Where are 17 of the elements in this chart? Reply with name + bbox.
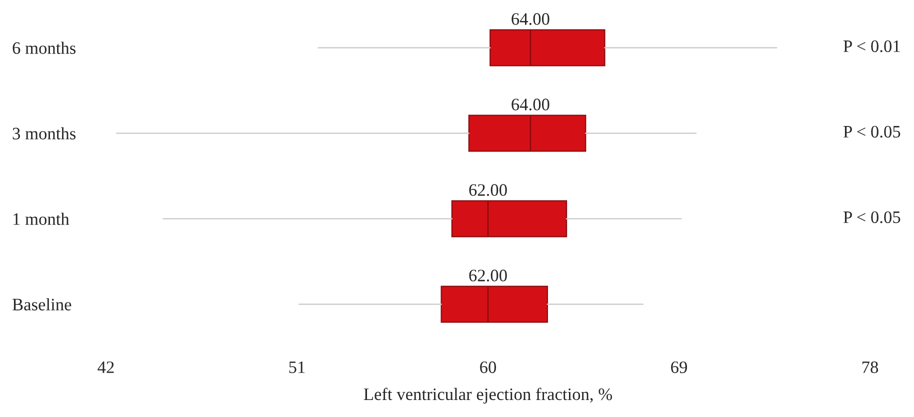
y-tick-label: 1 month xyxy=(14,212,70,225)
annotation: 62.00 xyxy=(469,184,507,196)
x-tick-label: 60 xyxy=(480,361,496,374)
x-tick-label: 78 xyxy=(862,361,878,374)
x-tick-label: 42 xyxy=(98,361,114,373)
annotation: 64.00 xyxy=(512,98,550,110)
x-tick-label: 69 xyxy=(671,361,687,374)
x-tick-label: 51 xyxy=(289,361,305,374)
x-axis-title: Left ventricular ejection fraction, % xyxy=(364,388,612,404)
y-tick-label: Baseline xyxy=(12,298,72,310)
annotation: P < 0.01 xyxy=(844,40,900,52)
annotation: 64.00 xyxy=(512,13,550,25)
y-tick-label: 6 months xyxy=(12,42,76,54)
annotation: 62.00 xyxy=(469,270,507,282)
y-tick-label: 3 months xyxy=(12,127,76,140)
annotation: P < 0.05 xyxy=(844,126,900,138)
annotation: P < 0.05 xyxy=(844,211,900,224)
